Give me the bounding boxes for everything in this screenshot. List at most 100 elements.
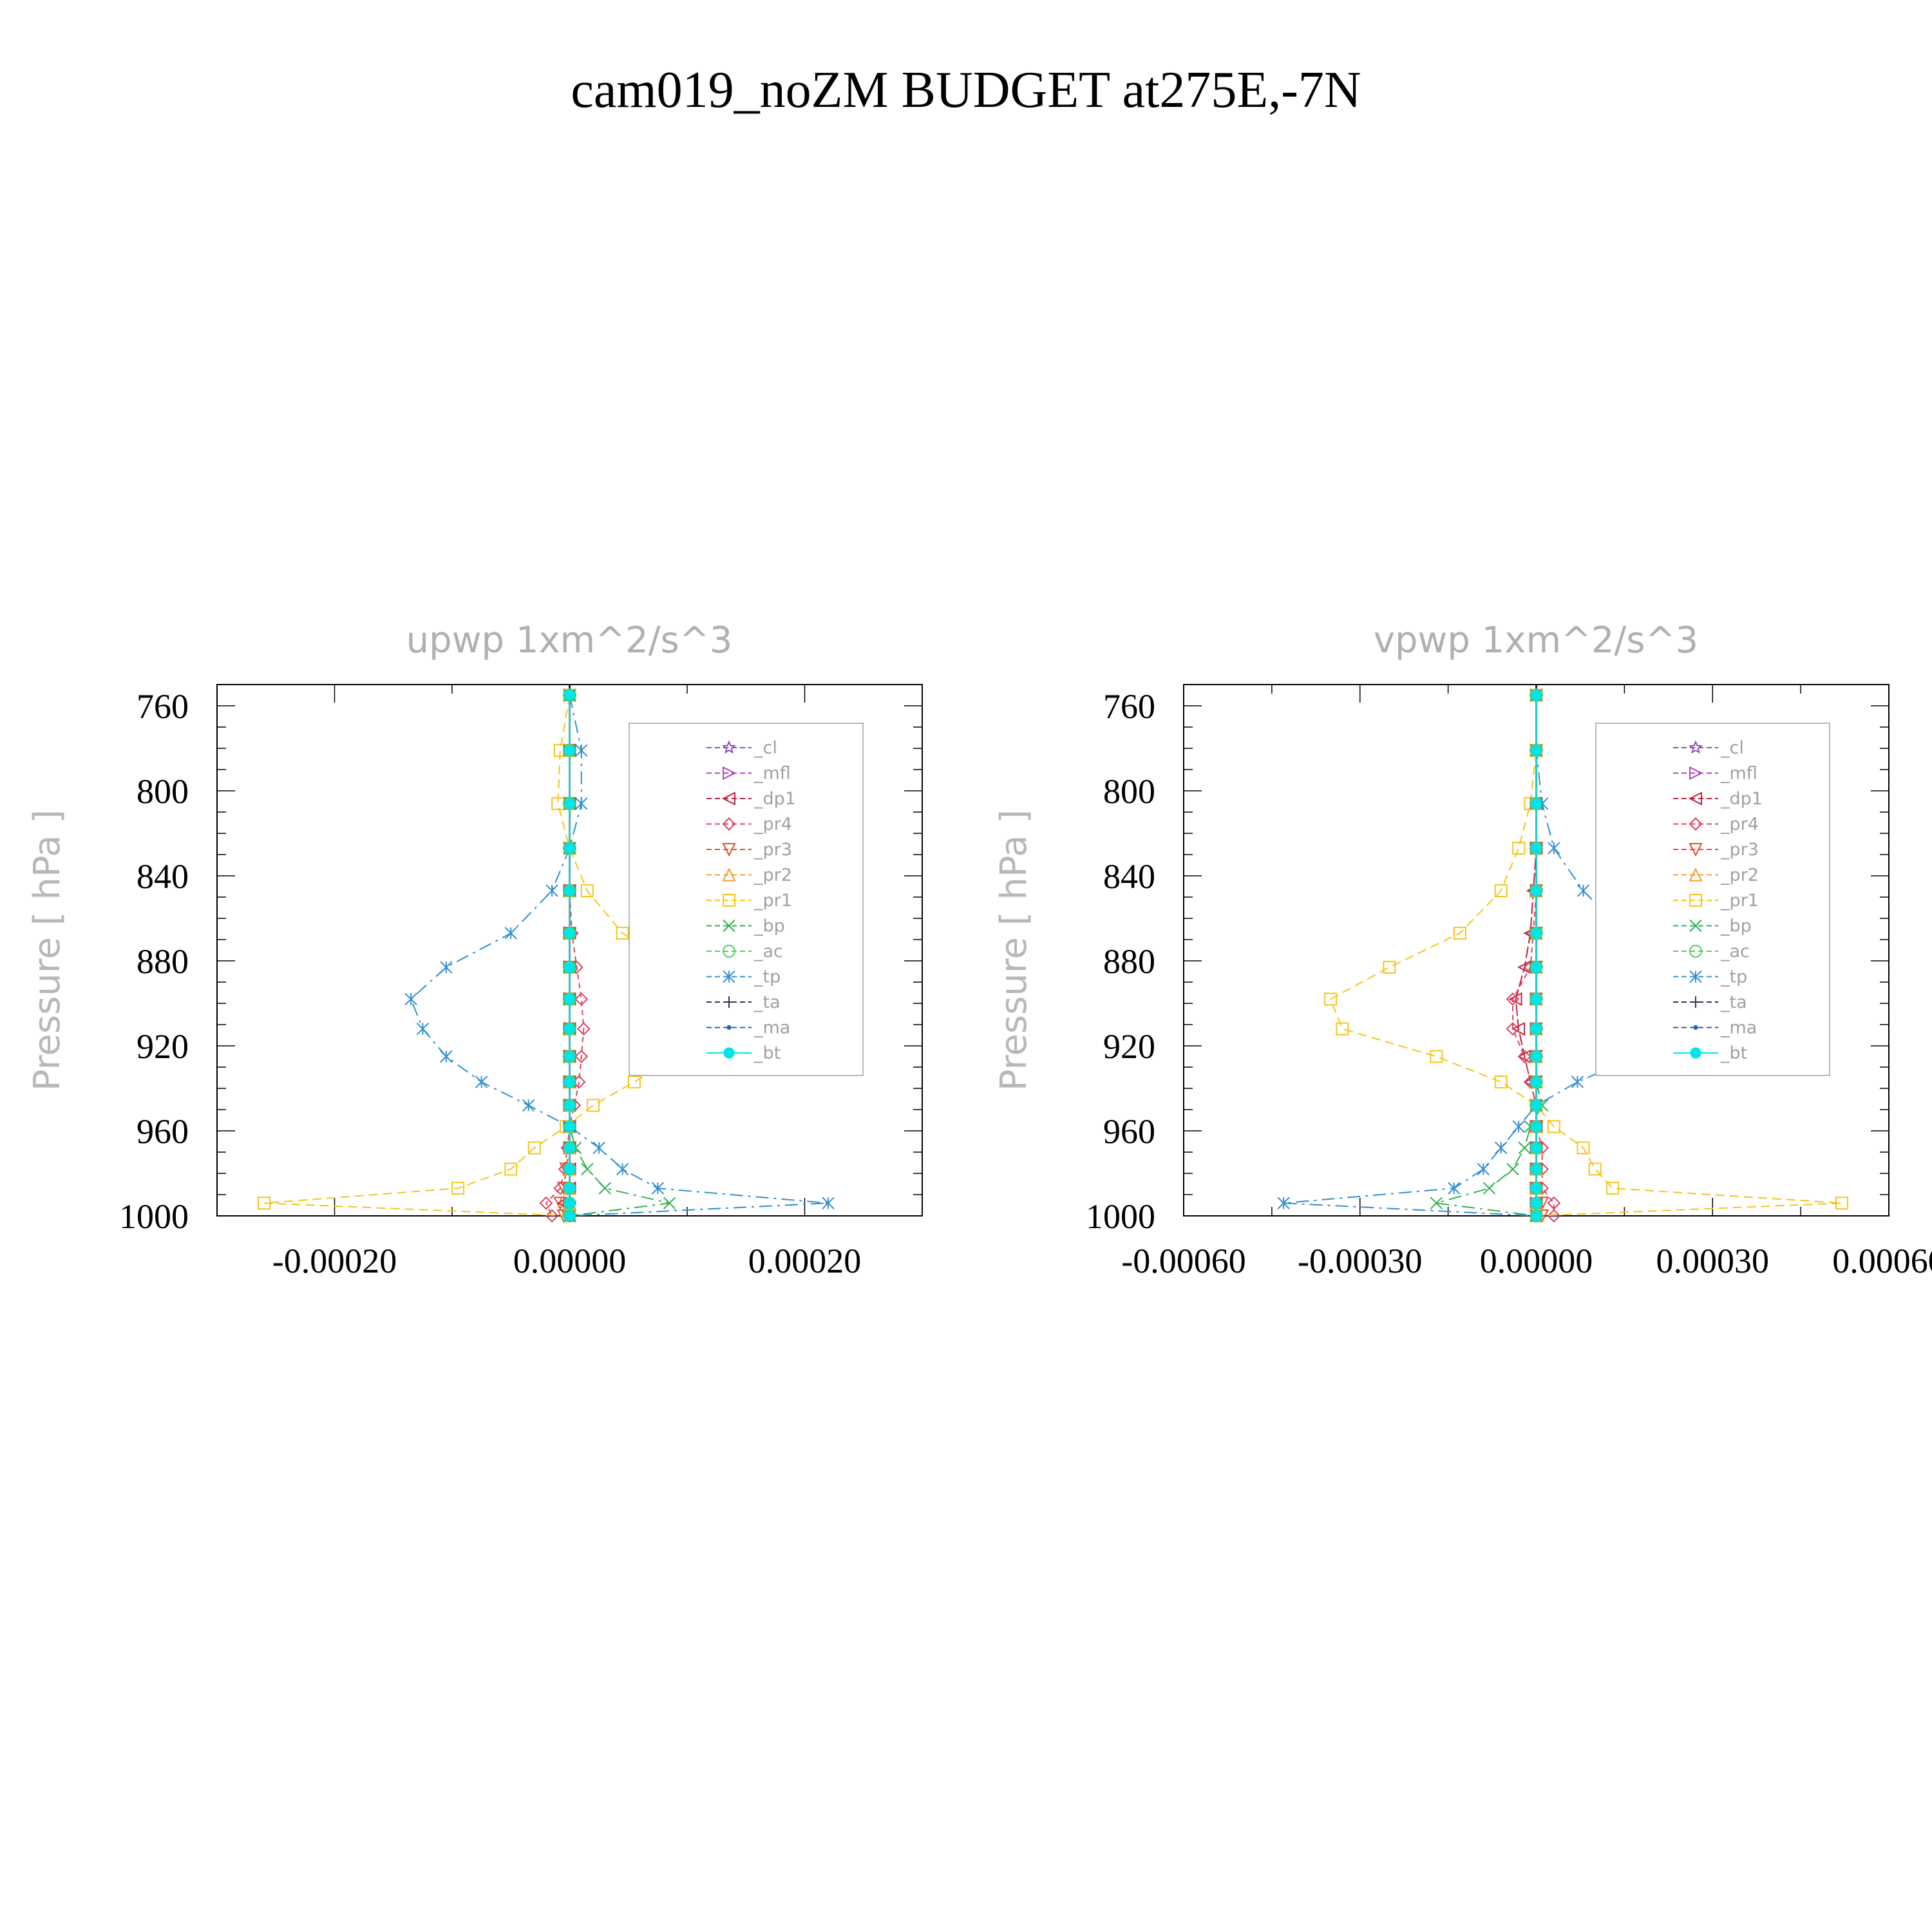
data-point xyxy=(553,1197,567,1211)
data-point xyxy=(1530,1163,1542,1175)
data-point xyxy=(440,1050,453,1063)
data-point xyxy=(1547,1120,1560,1133)
data-point xyxy=(564,1210,576,1222)
data-point xyxy=(575,744,588,757)
legend-label: _ta xyxy=(753,992,781,1012)
data-point xyxy=(822,1197,835,1209)
data-point xyxy=(564,798,576,810)
x-tick-label: 0.00000 xyxy=(513,1242,627,1280)
legend-label: _pr3 xyxy=(753,840,792,860)
legend-marker xyxy=(1688,740,1703,754)
data-point xyxy=(1430,1197,1443,1209)
data-point xyxy=(1530,1050,1542,1063)
data-point xyxy=(1506,1022,1520,1036)
series-bt xyxy=(564,689,576,1222)
legend-label: _cl xyxy=(1720,738,1744,758)
legend-marker xyxy=(1689,843,1703,857)
legend-label: _pr4 xyxy=(1720,815,1759,835)
data-point xyxy=(587,1099,600,1112)
data-point xyxy=(1606,1182,1620,1195)
series-pr3 xyxy=(553,688,577,1224)
legend-label: _ac xyxy=(753,942,783,961)
y-tick-label: 760 xyxy=(137,687,189,726)
data-point xyxy=(580,884,594,898)
legend-marker xyxy=(723,970,735,983)
data-point xyxy=(258,1197,270,1210)
y-tick-label: 920 xyxy=(137,1027,189,1066)
panel-upwp: upwp 1xm^2/s^3 Pressure [ hPa ] 760 800 840 8… xyxy=(26,620,923,1280)
legend-label: _tp xyxy=(753,967,781,987)
legend-label: _pr4 xyxy=(753,815,792,835)
panel-title: upwp 1xm^2/s^3 xyxy=(406,620,733,661)
data-point xyxy=(1835,1197,1848,1210)
legend-marker xyxy=(1689,970,1702,983)
legend-marker xyxy=(721,740,737,754)
figure-title: cam019_noZM BUDGET at275E,-7N xyxy=(571,62,1361,118)
legend-box xyxy=(629,723,864,1076)
legend-label: _ac xyxy=(1720,942,1750,961)
data-point xyxy=(451,1182,465,1195)
data-point xyxy=(1482,1182,1496,1195)
data-point xyxy=(1530,1197,1542,1209)
data-point xyxy=(1506,992,1520,1006)
x-tick-label: 0.00060 xyxy=(1832,1242,1932,1280)
data-point xyxy=(1477,1162,1490,1176)
legend: _cl _mfl _dp1 _pr4 _pr3 _pr2 _pr1 _bp _ac _tp _ta _… xyxy=(629,723,864,1076)
y-tick-label: 960 xyxy=(137,1112,189,1151)
data-point xyxy=(564,1197,576,1209)
legend-label: _pr3 xyxy=(1720,840,1759,860)
legend-label: _bt xyxy=(753,1043,781,1063)
data-point xyxy=(564,1099,576,1112)
legend-label: _pr2 xyxy=(753,866,792,886)
data-point xyxy=(564,1023,576,1035)
series-line xyxy=(410,695,829,1217)
data-point xyxy=(1547,1196,1561,1210)
data-point xyxy=(1547,1209,1561,1223)
x-tick-label: -0.00060 xyxy=(1121,1242,1245,1280)
legend-marker xyxy=(1689,867,1703,882)
legend-label: _ma xyxy=(753,1018,790,1038)
data-point xyxy=(1571,1075,1584,1088)
y-axis-label: Pressure [ hPa ] xyxy=(993,810,1035,1091)
data-point xyxy=(564,993,576,1005)
legend-marker xyxy=(1693,1025,1698,1030)
data-point xyxy=(576,1022,591,1036)
series-bt xyxy=(1530,689,1542,1222)
legend-marker xyxy=(1689,766,1703,781)
data-point xyxy=(504,1162,518,1176)
data-point xyxy=(1453,927,1466,940)
data-point xyxy=(527,1141,541,1155)
data-point xyxy=(564,961,576,973)
data-point xyxy=(1494,1075,1508,1089)
data-point xyxy=(564,885,576,896)
data-point xyxy=(1383,960,1396,974)
data-point xyxy=(564,927,576,939)
legend-label: _pr2 xyxy=(1720,866,1759,886)
data-point xyxy=(564,842,576,854)
data-point xyxy=(416,1022,430,1036)
legend-label: _ta xyxy=(1720,992,1747,1012)
data-point xyxy=(1530,993,1542,1005)
y-tick-label: 1000 xyxy=(1086,1197,1155,1236)
data-point xyxy=(545,884,558,897)
legend-marker xyxy=(723,1047,735,1059)
data-point xyxy=(564,1076,576,1088)
legend-label: _bt xyxy=(1720,1043,1747,1063)
data-point xyxy=(575,797,588,810)
data-point xyxy=(564,1163,576,1175)
data-point xyxy=(1430,1050,1443,1063)
legend-marker xyxy=(1689,817,1703,831)
data-point xyxy=(1506,1162,1519,1176)
legend-marker xyxy=(721,791,735,806)
data-point xyxy=(545,1209,559,1223)
data-point xyxy=(1577,884,1590,897)
data-point xyxy=(504,927,517,940)
legend-marker xyxy=(723,919,735,933)
data-point xyxy=(564,1121,576,1133)
data-point xyxy=(1530,1210,1542,1222)
legend-label: _cl xyxy=(753,738,777,758)
legend-label: _dp1 xyxy=(753,789,796,809)
data-point xyxy=(564,744,576,756)
data-point xyxy=(598,1182,611,1195)
data-point xyxy=(1518,1141,1531,1155)
